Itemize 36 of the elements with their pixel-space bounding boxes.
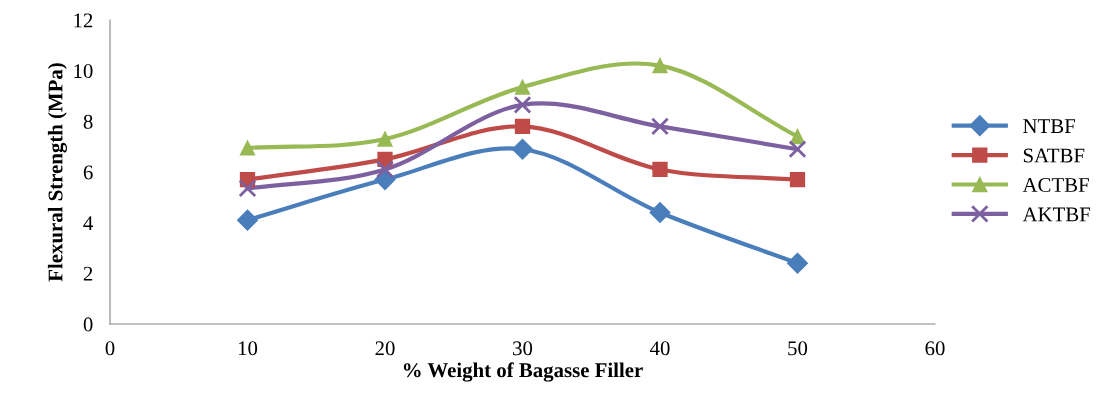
point (786, 252, 809, 274)
y-tick-label: 0 (83, 317, 93, 332)
y-axis-title: Flexural Strength (MPa) (47, 63, 67, 282)
point (239, 140, 256, 156)
y-tick-label: 6 (83, 165, 93, 180)
y-tick-label: 8 (83, 114, 93, 129)
point (513, 95, 532, 114)
point (375, 160, 395, 179)
legend-label: NTBF (1023, 119, 1075, 133)
x-tick-label: 50 (788, 341, 808, 356)
point (649, 202, 671, 224)
point (511, 138, 534, 160)
x-tick-label: 40 (649, 341, 670, 356)
point (514, 79, 531, 95)
point (788, 140, 807, 159)
point (377, 131, 393, 147)
point (514, 118, 531, 135)
y-tick-label: 12 (74, 13, 93, 28)
point (652, 161, 668, 178)
x-tick-label: 60 (925, 341, 945, 356)
y-tick-label: 10 (74, 64, 93, 79)
y-tick-label: 2 (83, 266, 93, 281)
y-tick-label: 4 (83, 216, 94, 230)
point (650, 117, 670, 136)
point (236, 209, 259, 231)
x-tick-label: 10 (238, 341, 258, 356)
legend-label: SATBF (1023, 148, 1085, 163)
x-tick-label: 20 (375, 341, 395, 356)
x-tick-label: 0 (105, 341, 115, 356)
point (238, 179, 257, 198)
point (789, 171, 806, 188)
x-tick-label: 30 (513, 341, 533, 356)
legend-label: ACTBF (1022, 178, 1089, 192)
legend-label: AKTBF (1022, 207, 1091, 222)
point (652, 57, 668, 74)
x-axis-title: % Weight of Bagasse Filler (403, 362, 643, 382)
